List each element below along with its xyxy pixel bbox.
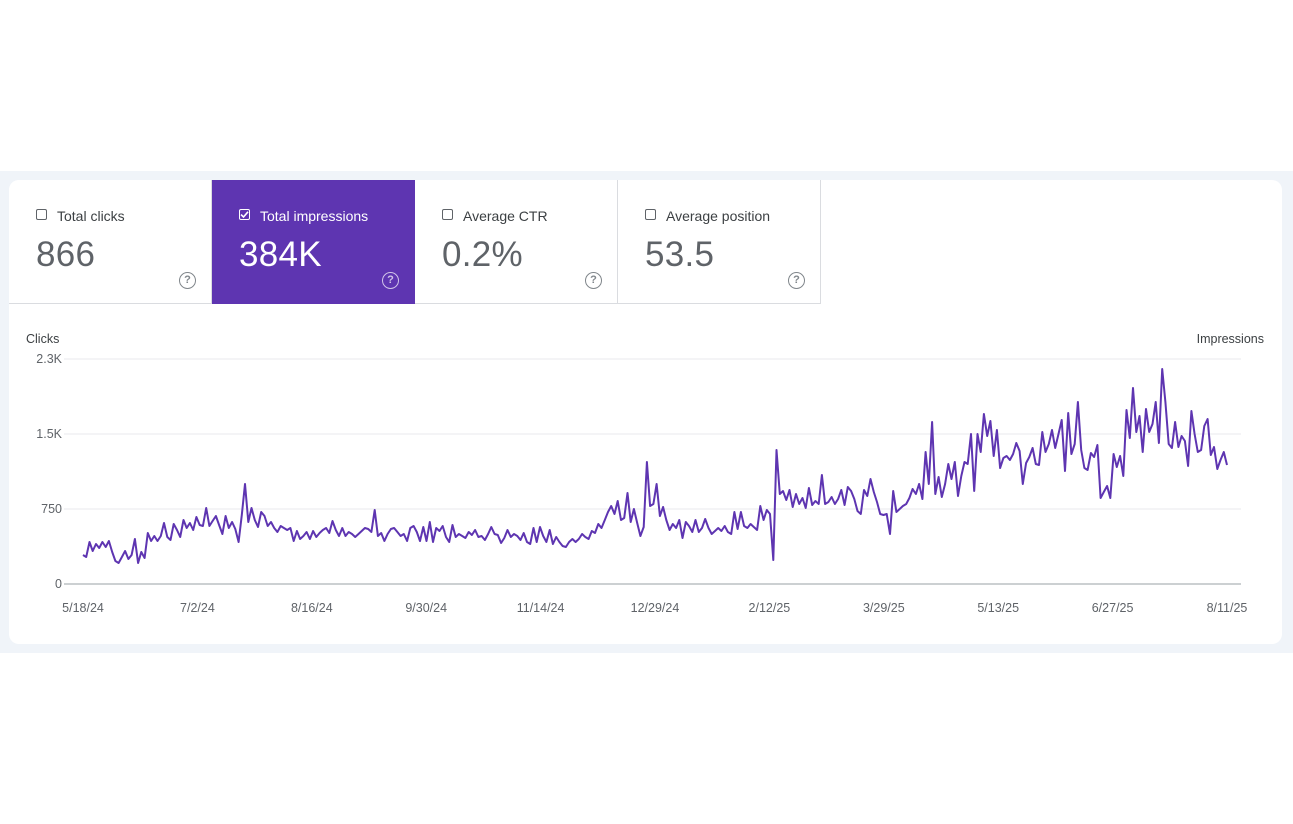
x-tick-label: 5/13/25 [977,601,1019,615]
metric-value: 53.5 [645,235,715,274]
metric-average-ctr[interactable]: Average CTR 0.2% ? [415,180,618,304]
checkbox-icon[interactable] [36,209,47,220]
performance-chart: 0 750 1.5K 2.3K 5/18/24 7/2/24 8/16/24 9/30/24 1… [36,352,1248,615]
metric-value: 0.2% [442,235,523,274]
x-tick-label: 9/30/24 [405,601,447,615]
metric-total-impressions[interactable]: Total impressions 384K ? [212,180,415,304]
right-axis-title: Impressions [1196,332,1264,346]
checkbox-icon[interactable] [239,209,250,220]
metric-label: Average position [666,208,771,224]
x-tick-label: 7/2/24 [180,601,215,615]
metric-label: Total impressions [260,208,369,224]
x-tick-label: 6/27/25 [1092,601,1134,615]
x-tick-label: 8/11/25 [1207,601,1248,615]
x-tick-label: 2/12/25 [749,601,791,615]
x-tick-label: 11/14/24 [517,601,565,615]
y-tick-label: 750 [41,502,62,516]
x-tick-label: 12/29/24 [631,601,680,615]
performance-card: Total clicks 866 ? Total impressions 384… [9,180,1282,644]
help-circle-icon[interactable]: ? [179,272,196,289]
y-tick-label: 2.3K [36,352,62,366]
series-line-impressions[interactable] [82,368,1228,564]
x-tick-label: 5/18/24 [62,601,104,615]
help-circle-icon[interactable]: ? [788,272,805,289]
metric-total-clicks[interactable]: Total clicks 866 ? [9,180,212,304]
help-circle-icon[interactable]: ? [382,272,399,289]
help-circle-icon[interactable]: ? [585,272,602,289]
metric-tabs: Total clicks 866 ? Total impressions 384… [9,180,821,304]
metric-label: Average CTR [463,208,548,224]
x-tick-label: 8/16/24 [291,601,333,615]
checkbox-icon[interactable] [442,209,453,220]
checkbox-icon[interactable] [645,209,656,220]
metric-value: 866 [36,235,96,274]
metric-label: Total clicks [57,208,125,224]
x-tick-label: 3/29/25 [863,601,905,615]
left-axis-title: Clicks [26,332,60,346]
metric-average-position[interactable]: Average position 53.5 ? [618,180,821,304]
y-tick-label: 0 [55,577,62,591]
y-tick-label: 1.5K [36,427,62,441]
metric-value: 384K [239,235,322,274]
